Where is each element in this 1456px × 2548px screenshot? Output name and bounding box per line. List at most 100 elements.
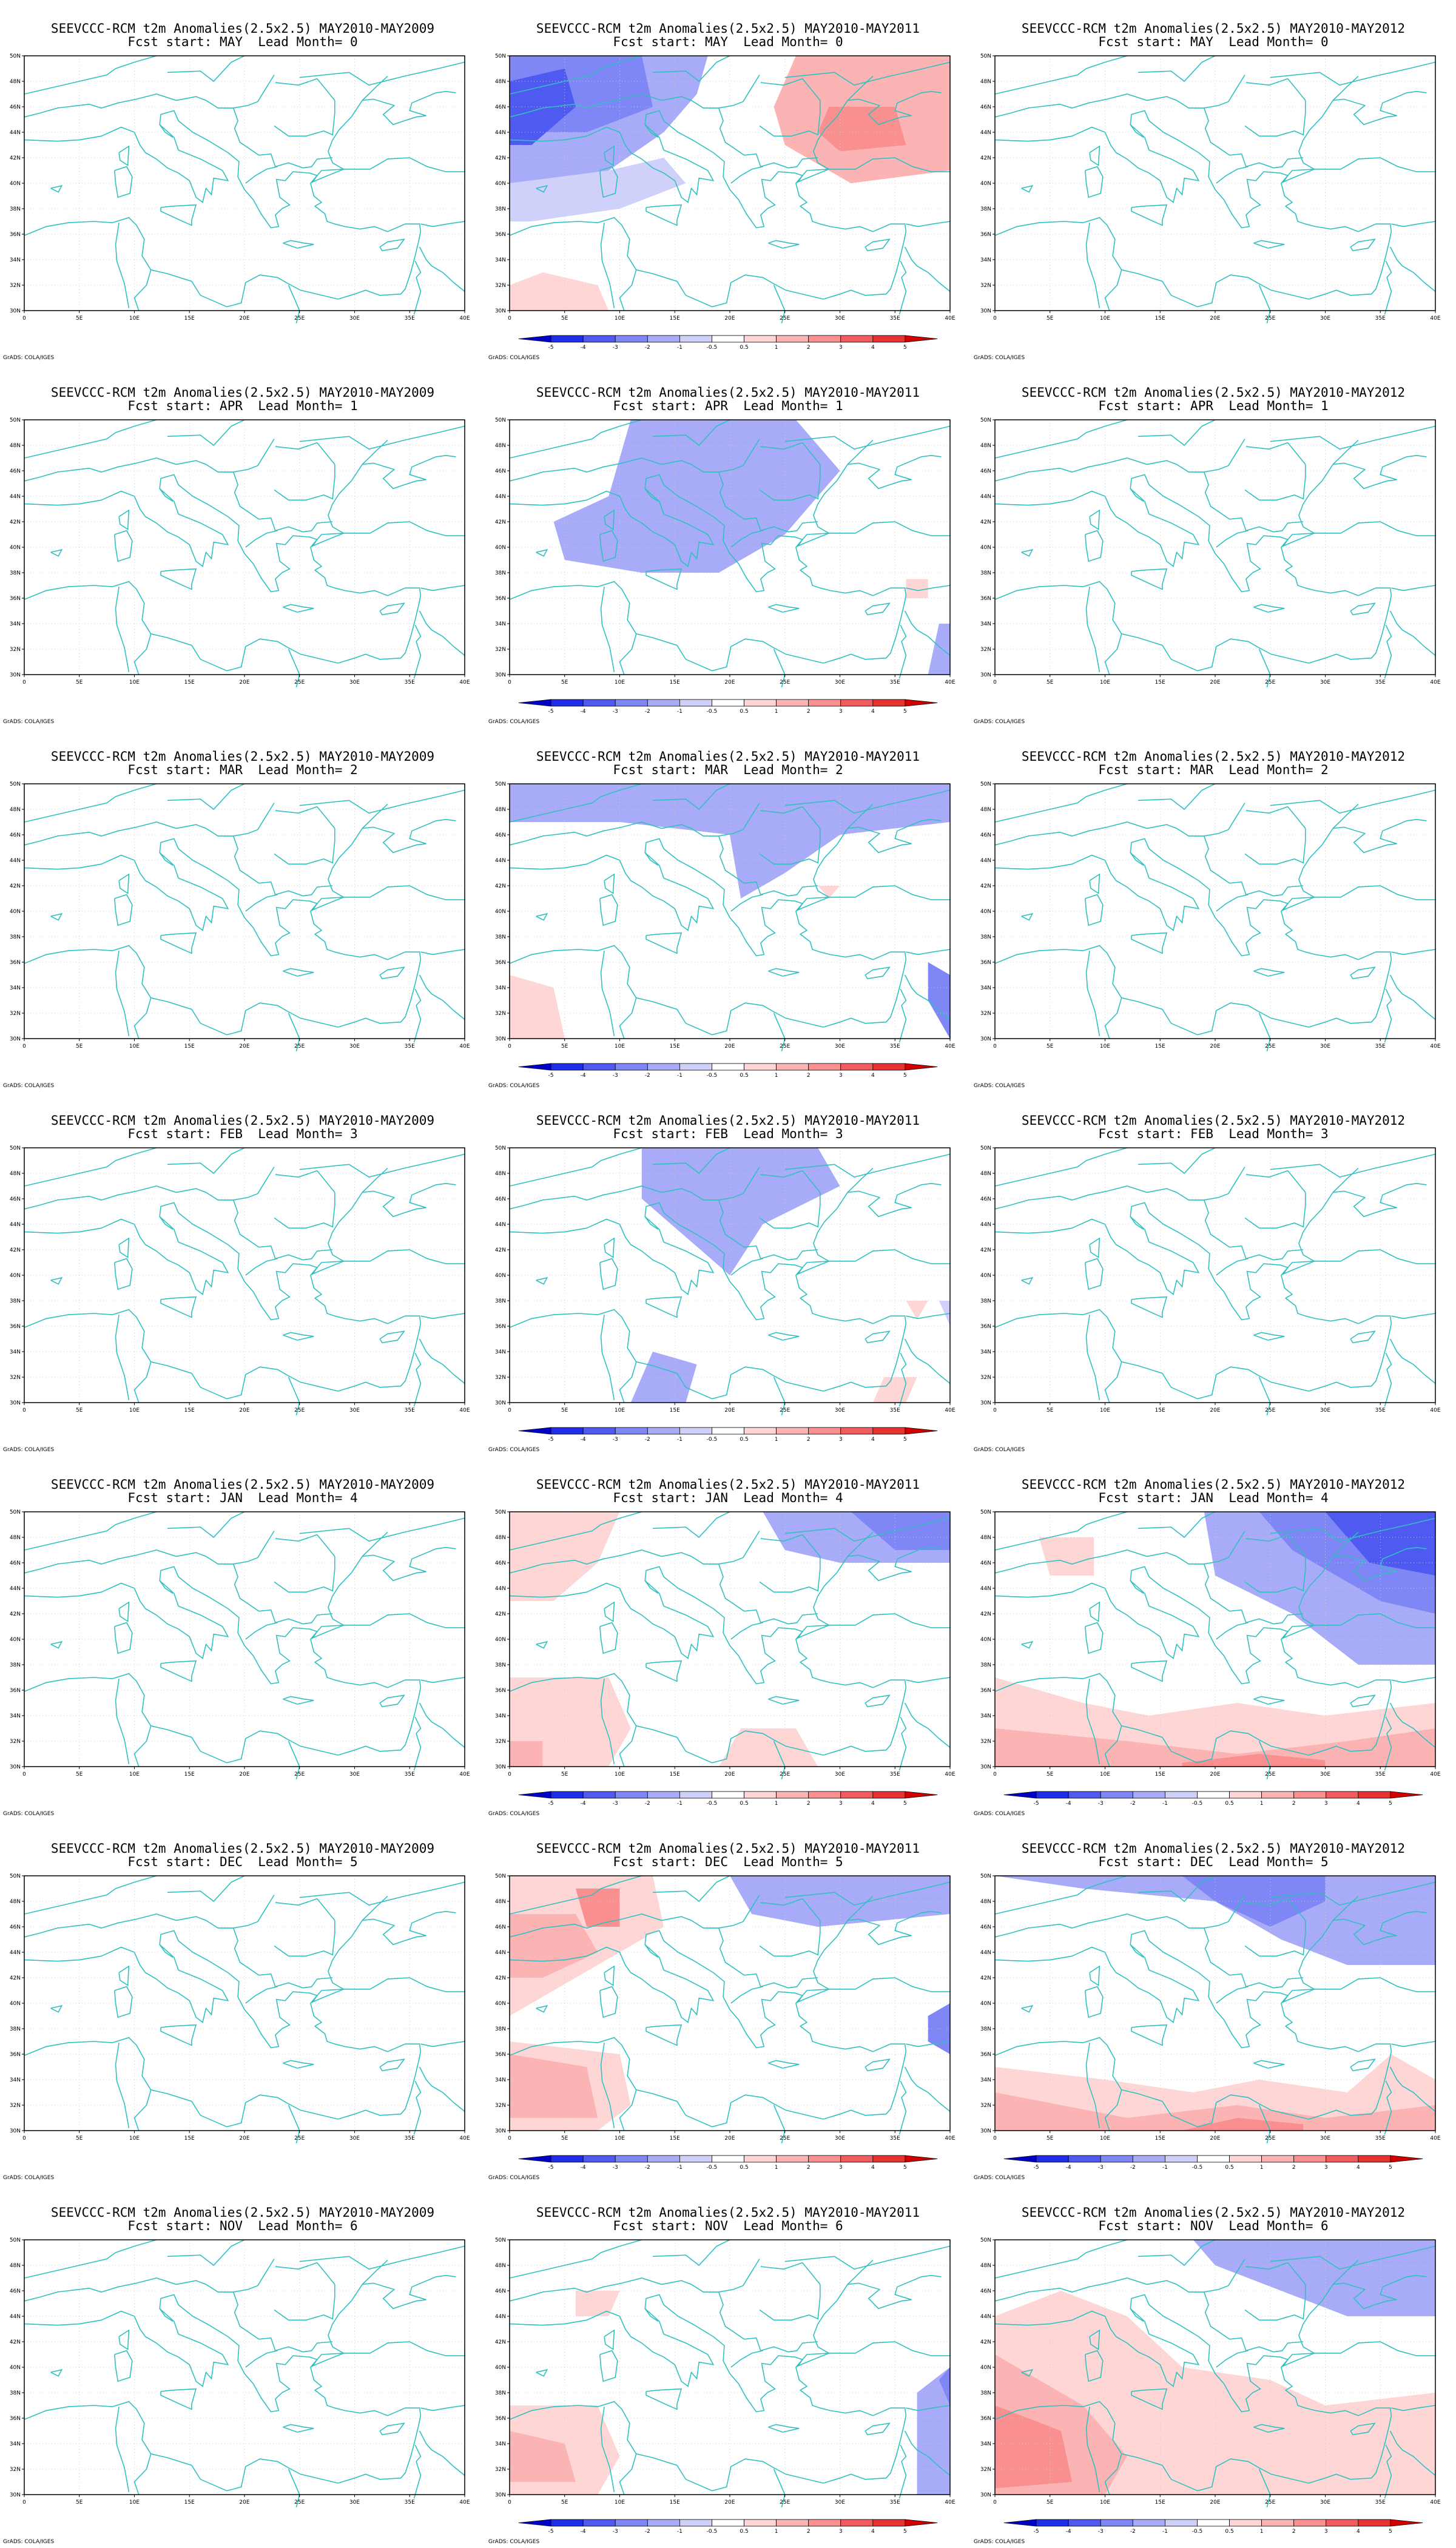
coastline: [768, 240, 800, 249]
y-tick-label: 42N: [495, 2339, 506, 2345]
y-tick-label: 46N: [10, 1924, 21, 1930]
anomaly-region: [510, 69, 576, 145]
coastline: [604, 873, 615, 895]
y-tick-label: 30N: [10, 308, 21, 314]
x-tick-label: 10E: [1100, 679, 1110, 686]
anomaly-map: 0 5E 10E 15E 20E 25E 30E 35E 40E 30N 32N 34N 36N 38N 4…: [980, 1509, 1441, 1807]
coastline: [784, 425, 951, 450]
x-tick-label: 35E: [405, 1043, 415, 1050]
coastline: [115, 1314, 130, 1400]
y-tick-label: 38N: [980, 206, 991, 212]
coastline: [160, 2024, 197, 2046]
grads-credit: GrADS: COLA/IGES: [974, 1811, 1025, 1817]
y-tick-label: 40N: [495, 545, 506, 551]
coastline: [24, 1910, 456, 2049]
colorbar-swatch: [582, 2155, 616, 2163]
coastline: [233, 471, 333, 533]
y-tick-label: 36N: [980, 2052, 991, 2058]
coastline: [24, 90, 456, 229]
colorbar-swatch: [550, 335, 584, 343]
coastline: [773, 1013, 786, 1052]
coastline: [379, 2058, 406, 2072]
panel-title: SEEVCCC-RCM t2m Anomalies(2.5x2.5) MAY20…: [50, 385, 435, 400]
y-tick-label: 36N: [980, 596, 991, 602]
coastline: [599, 530, 618, 562]
coastline: [773, 649, 786, 688]
coastline: [1253, 2424, 1285, 2433]
colorbar-label: 4: [871, 2165, 875, 2171]
coastline: [283, 2060, 314, 2069]
colorbar-swatch: [647, 1427, 680, 1435]
y-tick-label: 36N: [10, 960, 21, 966]
y-tick-label: 46N: [980, 104, 991, 110]
y-tick-label: 48N: [980, 1171, 991, 1177]
coastline: [652, 1511, 730, 1539]
coastline: [1258, 2469, 1271, 2508]
coastline: [283, 604, 314, 613]
coastline: [133, 997, 152, 1039]
coastline: [1350, 602, 1377, 616]
coastline: [420, 1677, 465, 1684]
coastlines: [509, 2239, 951, 2508]
coastline: [904, 2066, 951, 2112]
coastline: [1253, 604, 1285, 613]
colorbar-label: -2: [1130, 2529, 1136, 2535]
coastline: [283, 1696, 314, 1705]
colorbar-swatch: [776, 2519, 809, 2527]
x-tick-label: 10E: [129, 1407, 140, 1414]
grads-credit: GrADS: COLA/IGES: [974, 1447, 1025, 1453]
coastline: [413, 1352, 422, 1407]
x-tick-label: 30E: [835, 1043, 845, 1050]
colorbar-swatch: [905, 1063, 938, 1071]
colorbar-swatch: [1197, 2155, 1230, 2163]
anomaly-region: [939, 2367, 950, 2405]
panel-subtitle: Fcst start: JAN Lead Month= 4: [127, 1491, 358, 1505]
coastline: [1281, 521, 1435, 548]
anomaly-region: [851, 1512, 950, 1550]
colorbar-swatch: [518, 1427, 551, 1435]
y-tick-label: 38N: [495, 1298, 506, 1304]
coastline: [160, 2388, 197, 2410]
panel-title: SEEVCCC-RCM t2m Anomalies(2.5x2.5) MAY20…: [1021, 1841, 1406, 1856]
coastline: [906, 2405, 951, 2412]
x-tick-label: 5E: [76, 679, 83, 686]
colorbar-label: 3: [1324, 2165, 1328, 2171]
coastline: [24, 2367, 422, 2492]
colorbar-label: -2: [645, 1073, 650, 1079]
coastline: [310, 1249, 465, 1276]
coastline: [994, 183, 1392, 308]
x-tick-label: 10E: [615, 1043, 625, 1050]
colorbar-label: 2: [807, 1801, 811, 1807]
coastline: [994, 454, 1427, 593]
y-tick-label: 46N: [10, 1196, 21, 1202]
colorbar-swatch: [518, 2519, 551, 2527]
x-tick-label: 35E: [1375, 1407, 1386, 1414]
coastline: [904, 1338, 951, 1384]
y-tick-label: 42N: [10, 1975, 21, 1981]
colorbar-label: -2: [645, 2165, 650, 2171]
coastline: [24, 803, 275, 846]
panel-title: SEEVCCC-RCM t2m Anomalies(2.5x2.5) MAY20…: [1021, 749, 1406, 764]
coastline: [898, 1352, 907, 1407]
y-tick-label: 44N: [10, 130, 21, 136]
y-tick-label: 30N: [495, 672, 506, 678]
colorbar-swatch: [808, 2155, 841, 2163]
coastline: [1244, 1898, 1306, 1957]
colorbar-label: 3: [839, 1437, 843, 1443]
y-tick-label: 30N: [495, 1764, 506, 1770]
colorbar-swatch: [679, 335, 712, 343]
panel-subtitle: Fcst start: MAY Lead Month= 0: [1098, 35, 1329, 49]
y-tick-label: 50N: [10, 53, 21, 59]
y-tick-label: 36N: [10, 232, 21, 238]
colorbar-label: 3: [839, 345, 843, 351]
panel-subtitle: Fcst start: APR Lead Month= 1: [127, 399, 358, 413]
coastline: [50, 185, 63, 193]
coastline: [1131, 2024, 1168, 2046]
y-tick-label: 36N: [495, 1324, 506, 1330]
colorbar-swatch: [550, 1791, 584, 1799]
colorbar-swatch: [1326, 2155, 1359, 2163]
x-tick-label: 0: [22, 1407, 26, 1414]
coastline: [904, 246, 951, 292]
colorbar-swatch: [872, 1791, 906, 1799]
coastline: [1204, 2291, 1304, 2353]
